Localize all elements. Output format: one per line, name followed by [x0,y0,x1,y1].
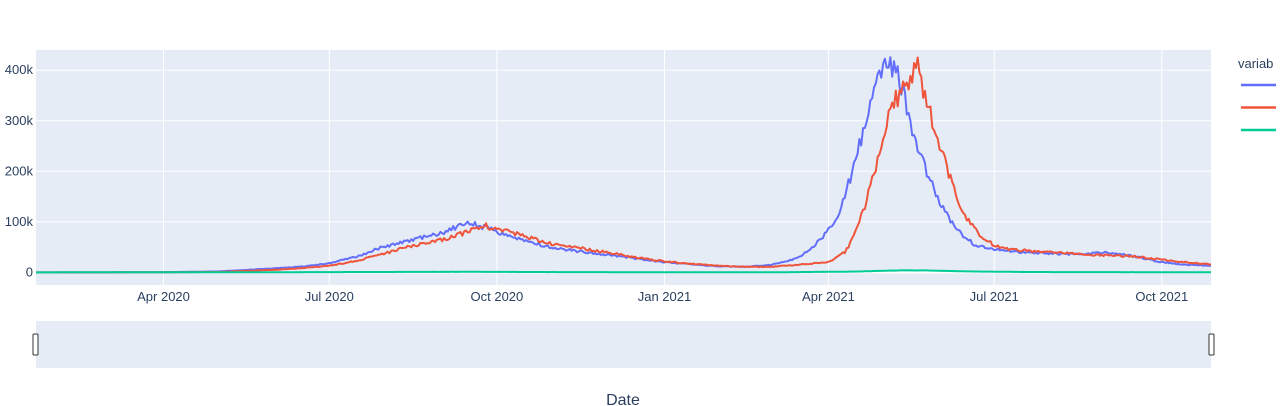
x-tick-label: Apr 2021 [802,289,855,304]
range-slider-right-handle[interactable] [1208,333,1215,356]
legend [1241,83,1276,132]
y-tick-label: 100k [5,214,34,229]
series-line [36,269,1211,274]
x-tick-label: Apr 2020 [137,289,190,304]
legend-title: variab [1238,56,1273,71]
range-slider[interactable] [36,321,1211,368]
y-tick-label: 400k [5,62,34,77]
series-lines [36,56,1212,274]
x-axis-title: Date [606,392,640,406]
x-tick-label: Jan 2021 [638,289,692,304]
y-tick-label: 200k [5,163,34,178]
x-tick-label: Oct 2021 [1135,289,1188,304]
plot-background [36,50,1211,285]
y-tick-label: 300k [5,113,34,128]
x-tick-label: Jul 2021 [970,289,1019,304]
y-tick-label: 0 [26,264,33,279]
y-axis-ticks: 0 100k 200k 300k 400k [5,62,34,279]
range-slider-left-handle[interactable] [32,333,39,356]
x-tick-label: Oct 2020 [471,289,524,304]
x-tick-label: Jul 2020 [305,289,354,304]
x-axis-ticks: Apr 2020 Jul 2020 Oct 2020 Jan 2021 Apr 2021… [137,289,1188,304]
